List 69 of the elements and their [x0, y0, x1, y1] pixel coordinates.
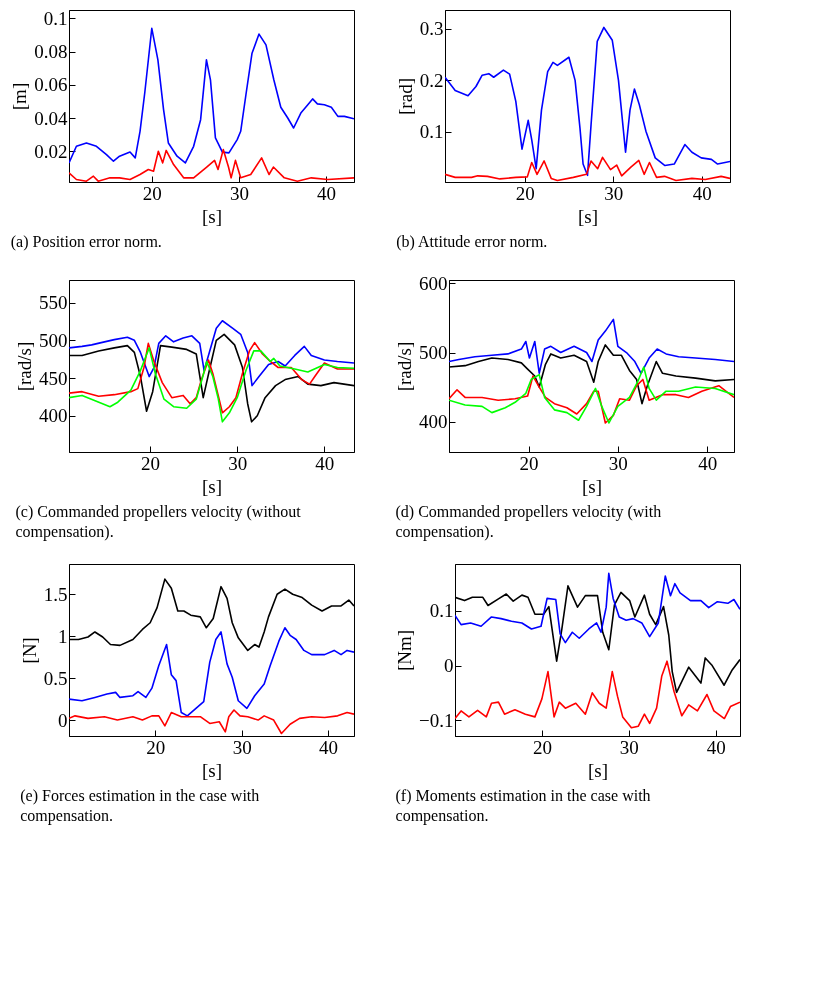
y-axis-title: [Nm]: [394, 629, 416, 672]
y-tick-label: 0.02: [34, 140, 68, 162]
line-series: [455, 660, 740, 729]
line-series: [445, 26, 730, 177]
x-axis-title: [s]: [577, 205, 599, 227]
y-tick-label: 0.2: [419, 69, 444, 91]
x-tick-label: 20: [146, 736, 166, 758]
x-tick-label: 20: [532, 736, 552, 758]
line-series: [449, 366, 734, 424]
y-tick-label: 500: [419, 342, 448, 364]
y-tick-label: 1: [58, 625, 68, 647]
x-tick-label: 30: [228, 452, 248, 474]
y-tick-label: 400: [419, 411, 448, 433]
x-tick-label: 40: [317, 182, 337, 204]
x-tick-label: 20: [519, 452, 539, 474]
y-tick-label: 600: [419, 272, 448, 294]
y-tick-label: 500: [39, 329, 68, 351]
x-tick-label: 40: [692, 182, 712, 204]
text: (c) Commanded propellers velocity (without compensation).: [15, 503, 302, 541]
y-tick-label: 0.5: [43, 667, 68, 689]
y-tick-label: 0.06: [34, 74, 68, 96]
x-tick-label: 30: [608, 452, 628, 474]
x-tick-label: 20: [142, 182, 162, 204]
x-axis-title: [s]: [201, 759, 223, 781]
line-series: [69, 319, 354, 387]
y-tick-label: 0.04: [34, 107, 68, 129]
y-tick-label: 0: [58, 709, 68, 731]
x-tick-label: 30: [232, 736, 252, 758]
y-tick-label: 550: [39, 292, 68, 314]
x-axis-title: [s]: [201, 205, 223, 227]
text: (d) Commanded propellers velocity (with compensation).: [395, 503, 662, 541]
y-tick-label: 0: [444, 655, 454, 677]
x-tick-label: 20: [141, 452, 161, 474]
y-tick-label: 0.1: [419, 121, 444, 143]
y-axis-title: [rad/s]: [14, 341, 35, 392]
y-tick-label: 400: [39, 405, 68, 427]
y-axis-title: [m]: [9, 82, 31, 111]
text: (e) Forces estimation in the case with compensation.: [20, 787, 260, 825]
y-tick-label: 0.1: [43, 7, 68, 29]
y-tick-label: 0.1: [429, 600, 454, 622]
x-tick-label: 40: [706, 736, 726, 758]
line-series: [69, 626, 354, 717]
y-axis-title: [rad]: [394, 78, 416, 115]
text: (a) Position error norm.: [10, 233, 162, 251]
y-tick-label: 1.5: [43, 583, 68, 605]
text: (f) Moments estimation in the case with compensation.: [395, 787, 651, 825]
text: (b) Attitude error norm.: [396, 233, 548, 251]
line-series: [69, 347, 354, 423]
y-tick-label: 450: [39, 367, 68, 389]
line-series: [69, 341, 354, 414]
line-series: [69, 27, 354, 164]
y-tick-label: −0.1: [419, 709, 454, 731]
x-tick-label: 40: [315, 452, 335, 474]
x-axis-title: [s]: [581, 475, 603, 497]
line-series: [449, 375, 734, 424]
x-tick-label: 30: [604, 182, 624, 204]
x-axis-title: [s]: [201, 475, 223, 497]
x-axis-title: [s]: [587, 759, 609, 781]
y-tick-label: 0.08: [34, 41, 68, 63]
x-tick-label: 40: [698, 452, 718, 474]
x-tick-label: 30: [229, 182, 249, 204]
y-axis-title: [rad/s]: [394, 341, 415, 392]
x-tick-label: 30: [619, 736, 639, 758]
x-tick-label: 20: [515, 182, 535, 204]
y-tick-label: 0.3: [419, 18, 444, 40]
x-tick-label: 40: [319, 736, 339, 758]
line-series: [455, 572, 740, 644]
y-axis-title: [N]: [18, 637, 40, 664]
line-series: [449, 318, 734, 375]
